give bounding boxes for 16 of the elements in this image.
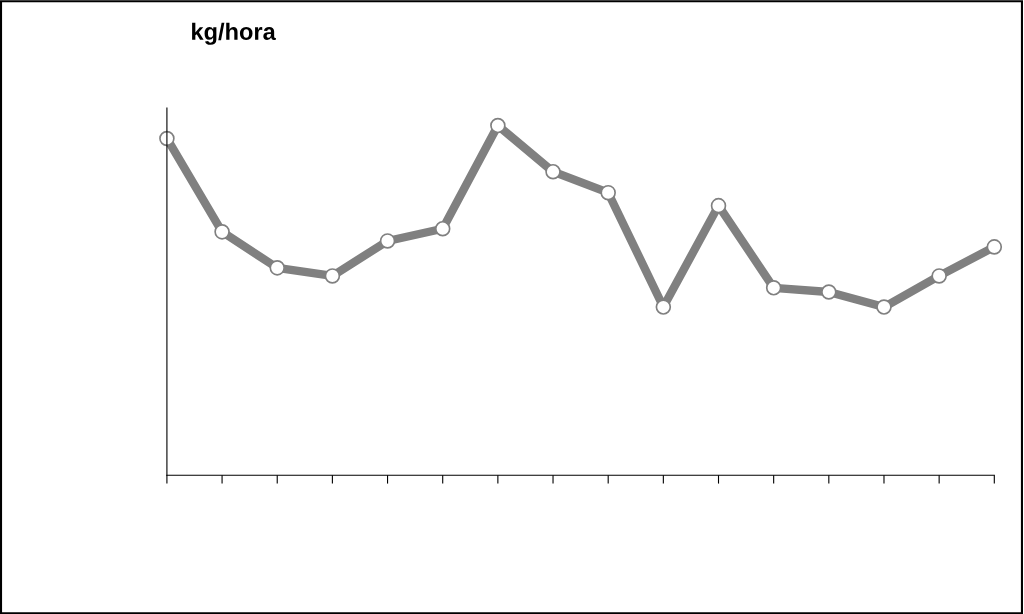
point bbox=[545, 163, 561, 180]
point bbox=[710, 197, 727, 214]
point bbox=[379, 233, 396, 249]
point bbox=[269, 260, 286, 276]
point bbox=[490, 117, 506, 134]
point bbox=[821, 284, 837, 300]
point bbox=[765, 280, 782, 296]
point bbox=[986, 239, 1003, 255]
point bbox=[324, 268, 341, 284]
point bbox=[655, 299, 672, 315]
chart-title: kg/hora bbox=[192, 22, 276, 45]
point bbox=[931, 268, 947, 284]
point bbox=[600, 184, 616, 201]
point bbox=[214, 224, 230, 240]
point bbox=[434, 220, 451, 237]
point bbox=[876, 299, 892, 315]
